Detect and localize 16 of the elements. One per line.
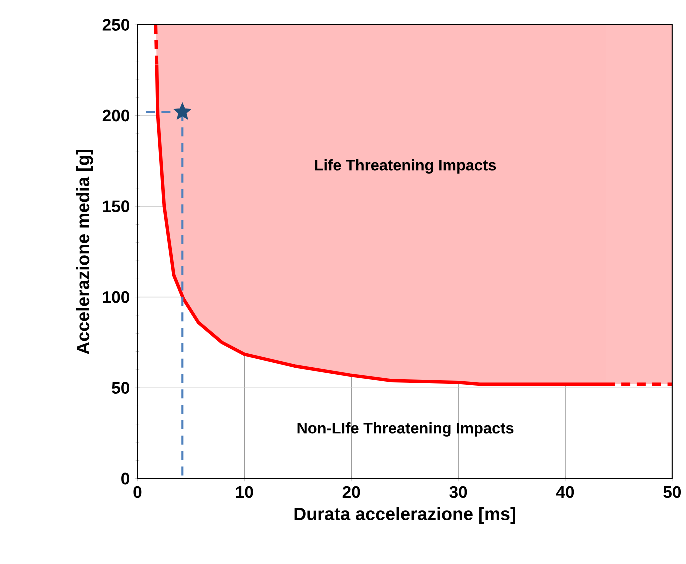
- y-tick-label: 250: [102, 19, 130, 32]
- x-tick-label: 10: [236, 486, 254, 498]
- x-tick-label: 50: [664, 486, 682, 498]
- y-axis-title: Accelerazione media [g]: [76, 150, 94, 355]
- y-tick-label: 0: [122, 473, 130, 485]
- x-axis-title: Durata accelerazione [ms]: [294, 507, 516, 524]
- annotation: Life Threatening Impacts: [315, 160, 496, 174]
- x-tick-label: 20: [342, 486, 360, 498]
- y-tick-label: 100: [103, 292, 130, 304]
- y-tick-label: 50: [112, 382, 130, 394]
- x-tick-label: 30: [450, 486, 468, 498]
- annotation: Non-LIfe Threatening Impacts: [298, 422, 514, 438]
- y-tick-label: 150: [103, 200, 130, 213]
- x-tick-label: 0: [134, 486, 142, 498]
- x-tick-label: 40: [556, 486, 574, 498]
- y-tick-label: 200: [102, 110, 130, 122]
